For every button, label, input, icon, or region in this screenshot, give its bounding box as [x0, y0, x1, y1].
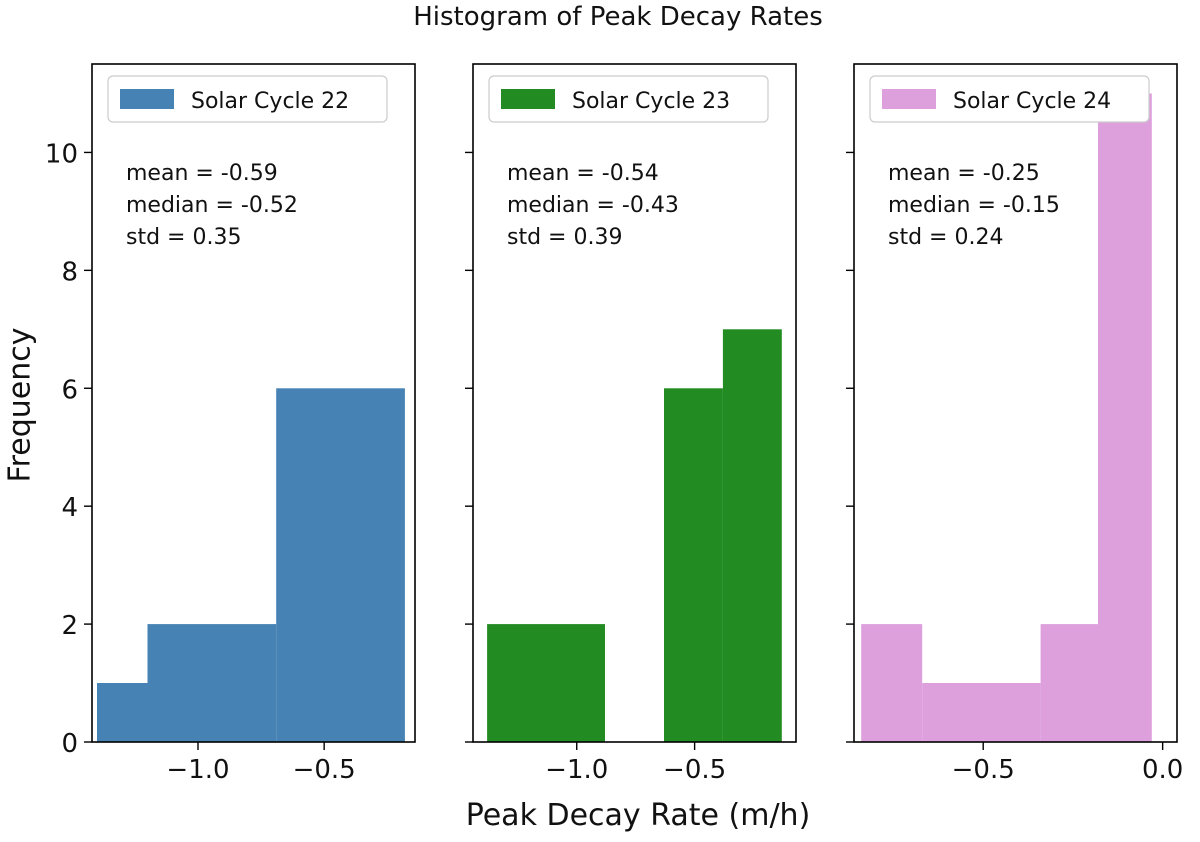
- histogram-bar: [664, 388, 723, 742]
- x-tick-label: −0.5: [952, 755, 1015, 785]
- stats-annotation: median = -0.15: [888, 193, 1060, 218]
- histogram-bar: [97, 683, 148, 742]
- histogram-bar: [1040, 624, 1098, 742]
- chart-title: Histogram of Peak Decay Rates: [413, 2, 823, 32]
- x-tick-label: −1.0: [545, 755, 608, 785]
- stats-annotation: median = -0.43: [507, 193, 679, 218]
- stats-annotation: mean = -0.25: [888, 161, 1040, 186]
- stats-annotation: std = 0.39: [507, 225, 622, 250]
- histogram-bar: [722, 329, 782, 742]
- stats-annotation: std = 0.24: [888, 225, 1003, 250]
- axes-frame: [472, 63, 797, 743]
- x-tick-label: −1.0: [166, 755, 229, 785]
- stats-annotation: mean = -0.59: [126, 161, 278, 186]
- stats-annotation: median = -0.52: [126, 193, 298, 218]
- axes-frame: [853, 63, 1178, 743]
- stats-annotation: mean = -0.54: [507, 161, 659, 186]
- x-tick-label: −0.5: [293, 755, 356, 785]
- x-tick-label: −0.5: [663, 755, 726, 785]
- histogram-bar: [1098, 93, 1152, 742]
- y-tick-label: 8: [61, 257, 78, 287]
- histogram-bar: [276, 388, 405, 742]
- stats-annotation: std = 0.35: [126, 225, 241, 250]
- histogram-bar: [922, 683, 1041, 742]
- histogram-panel-2: −1.0 −0.5 Solar Cycle 23 mean = -0.54 median…: [465, 63, 797, 785]
- legend-swatch: [501, 89, 555, 109]
- y-tick-label: 4: [61, 493, 78, 523]
- y-tick-label: 6: [61, 375, 78, 405]
- histogram-bar: [861, 624, 923, 742]
- y-tick-label: 2: [61, 611, 78, 641]
- legend-box: [869, 75, 1150, 123]
- y-tick-label: 10: [45, 139, 78, 169]
- y-tick-label: 0: [61, 729, 78, 759]
- x-axis-label: Peak Decay Rate (m/h): [465, 798, 811, 833]
- histogram-panel-3: −0.5 0.0 Solar Cycle 24 mean = -0.25 median …: [846, 63, 1183, 785]
- histogram-bar: [487, 624, 605, 742]
- legend-label: Solar Cycle 22: [191, 89, 349, 114]
- legend-swatch: [882, 89, 936, 109]
- legend-label: Solar Cycle 24: [953, 89, 1111, 114]
- legend-box: [488, 75, 769, 123]
- legend-label: Solar Cycle 23: [572, 89, 730, 114]
- histogram-panel-1: 0 2 4 6 8 10 −1.0 −0.5 Solar Cycle 22 mean = -0.5…: [45, 63, 416, 785]
- legend-swatch: [120, 89, 174, 109]
- legend: Solar Cycle 24: [869, 75, 1150, 123]
- histogram-bar: [147, 624, 277, 742]
- legend: Solar Cycle 23: [488, 75, 769, 123]
- axes-frame: [91, 63, 416, 743]
- legend-box: [107, 75, 388, 123]
- legend: Solar Cycle 22: [107, 75, 388, 123]
- x-tick-label: 0.0: [1142, 755, 1183, 785]
